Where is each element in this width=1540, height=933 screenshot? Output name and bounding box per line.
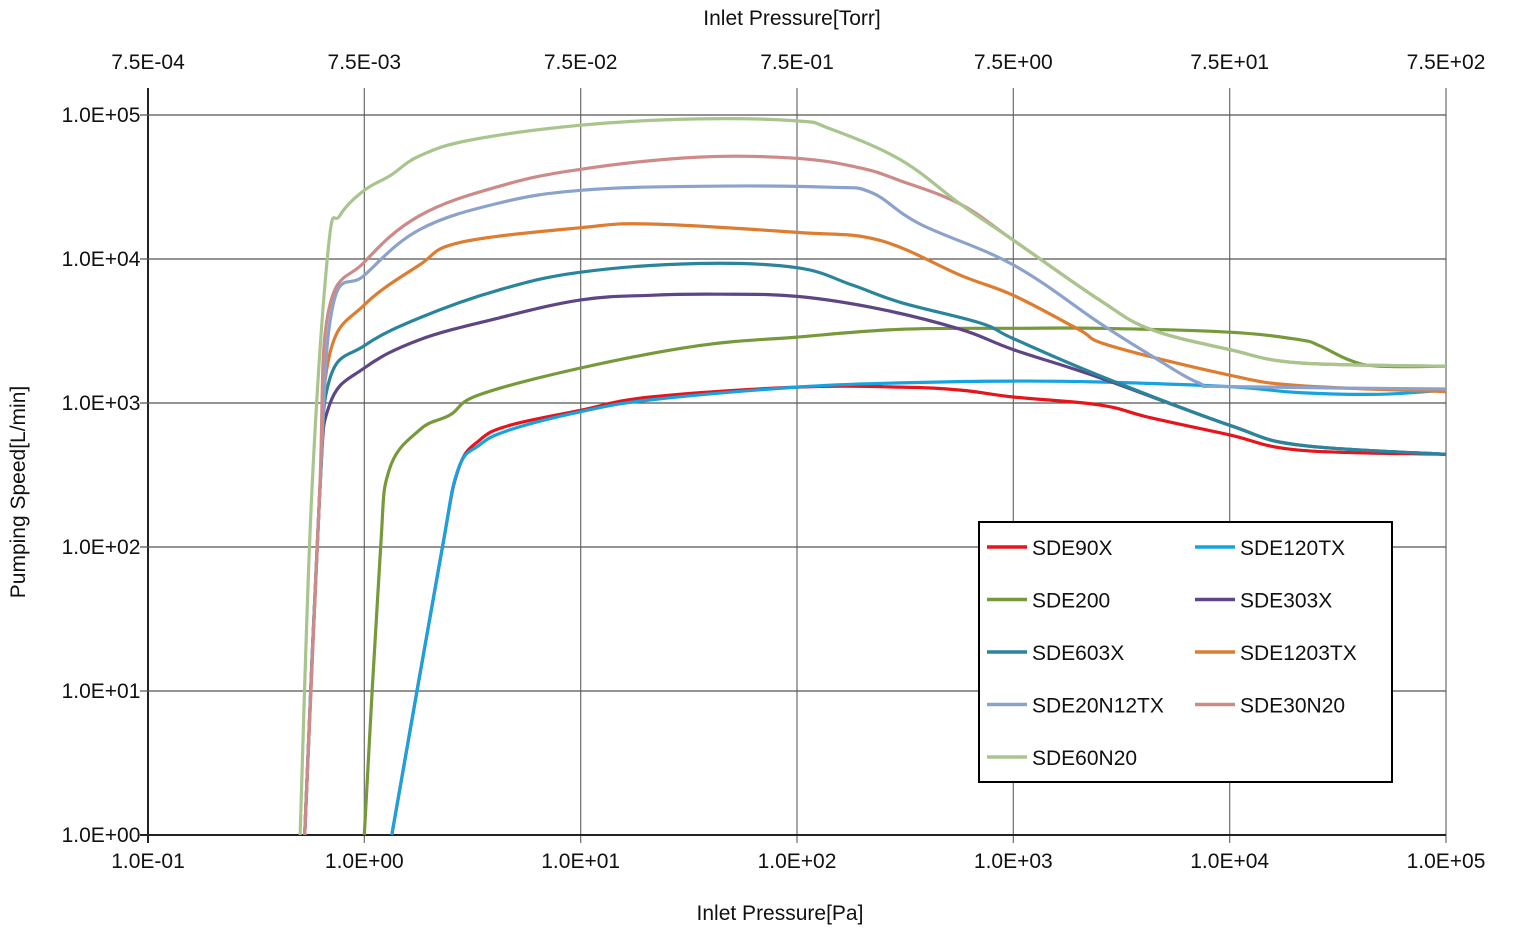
legend-label: SDE60N20 — [1032, 747, 1137, 770]
y-tick-label: 1.0E+03 — [62, 392, 141, 415]
legend-label: SDE200 — [1032, 590, 1110, 613]
y-tick-label: 1.0E+00 — [62, 824, 141, 847]
legend-label: SDE90X — [1032, 537, 1113, 560]
series-line-sde200 — [362, 326, 1447, 836]
x-tick-label: 1.0E+05 — [1407, 850, 1486, 873]
legend-box — [978, 521, 1393, 783]
x2-tick-label: 7.5E-03 — [328, 51, 402, 74]
x2-tick-label: 7.5E-02 — [544, 51, 618, 74]
series-line-sde20n12tx — [303, 184, 1447, 836]
x2-tick-label: 7.5E-01 — [760, 51, 834, 74]
x-tick-label: 1.0E+01 — [541, 850, 620, 873]
series-line-sde60n20 — [298, 117, 1447, 836]
legend-label: SDE30N20 — [1240, 695, 1345, 718]
x2-tick-label: 7.5E-04 — [111, 51, 185, 74]
y-tick-label: 1.0E+01 — [62, 680, 141, 703]
legend: SDE90X SDE120TX SDE200 SDE303X SDE603X SDE120… — [978, 521, 1393, 783]
axes: 1.0E-01 7.5E-04 1.0E+00 7.5E-03 1.0E+01 7.5E-… — [62, 51, 1486, 873]
series-lines — [298, 117, 1447, 836]
legend-label: SDE120TX — [1240, 537, 1345, 560]
legend-label: SDE20N12TX — [1032, 695, 1164, 718]
y-axis-label: Pumping Speed[L/min] — [7, 386, 30, 598]
x-tick-label: 1.0E+04 — [1190, 850, 1269, 873]
x-tick-label: 1.0E+03 — [974, 850, 1053, 873]
x2-axis-label: Inlet Pressure[Torr] — [703, 7, 880, 30]
legend-label: SDE1203TX — [1240, 642, 1357, 665]
series-line-sde120tx — [390, 379, 1447, 836]
legend-label: SDE303X — [1240, 590, 1332, 613]
x-tick-label: 1.0E+02 — [758, 850, 837, 873]
x-axis-label: Inlet Pressure[Pa] — [697, 902, 864, 925]
x-tick-label: 1.0E-01 — [111, 850, 185, 873]
y-tick-label: 1.0E+02 — [62, 536, 141, 559]
y-tick-label: 1.0E+05 — [62, 104, 141, 127]
x2-tick-label: 7.5E+00 — [974, 51, 1053, 74]
y-tick-label: 1.0E+04 — [62, 248, 141, 271]
legend-label: SDE603X — [1032, 642, 1124, 665]
x2-tick-label: 7.5E+01 — [1190, 51, 1269, 74]
series-line-sde603x — [303, 261, 1447, 836]
x-tick-label: 1.0E+00 — [325, 850, 404, 873]
x2-tick-label: 7.5E+02 — [1407, 51, 1486, 74]
